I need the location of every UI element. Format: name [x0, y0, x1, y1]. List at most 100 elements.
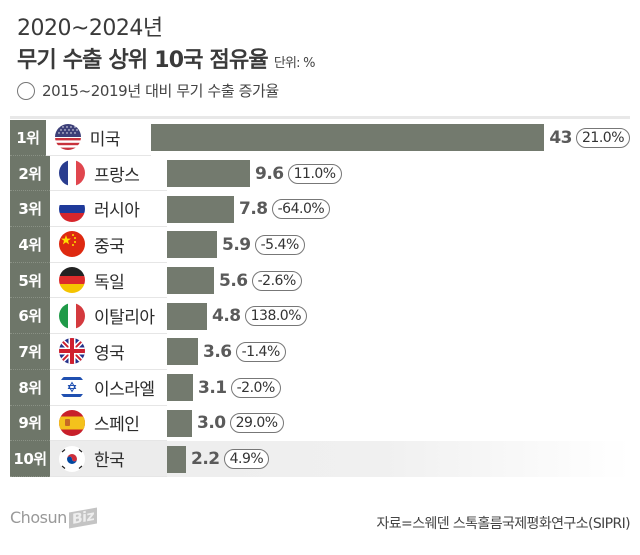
value-bar	[167, 195, 234, 223]
value-bar	[167, 338, 198, 366]
chart-row: 10위 한국 2.2 4.9%	[10, 441, 630, 477]
bar-area: 3.6 -1.4%	[167, 334, 630, 370]
rank-label: 2위	[10, 155, 50, 192]
es-flag-icon	[59, 409, 85, 436]
value-bar	[167, 409, 192, 437]
chart-row: 4위 중국 5.9 -5.4%	[10, 227, 630, 263]
it-flag-icon	[59, 302, 85, 329]
source-note: 자료=스웨덴 스톡홀름국제평화연구소(SIPRI)	[376, 516, 631, 532]
il-flag-icon	[59, 374, 85, 401]
chart-row: 8위 이스라엘 3.1 -2.0%	[10, 369, 630, 406]
chart-row: 1위 미국 43 21.0%	[10, 120, 630, 156]
chart-row: 9위 스페인 3.0 29.0%	[10, 405, 630, 442]
chart-title-text: 무기 수출 상위 10국 점유율	[17, 48, 269, 73]
country-cell: 독일	[50, 262, 167, 299]
value-bar	[167, 267, 214, 295]
country-name: 스페인	[94, 415, 140, 436]
country-name: 러시아	[94, 201, 140, 222]
logo-badge: Biz	[68, 507, 97, 528]
us-flag-icon	[54, 124, 81, 151]
country-name: 이탈리아	[94, 308, 155, 329]
country-cell: 러시아	[50, 191, 167, 228]
value-bar	[167, 374, 193, 402]
rank-label: 8위	[10, 369, 50, 406]
bar-area: 9.6 11.0%	[167, 156, 630, 192]
change-badge: -64.0%	[271, 199, 331, 220]
value-bar	[167, 445, 186, 473]
country-name: 이스라엘	[94, 379, 155, 400]
country-cell: 중국	[50, 227, 167, 263]
legend-label: 2015~2019년 대비 무기 수출 증가율	[42, 82, 279, 100]
share-value: 3.1	[198, 377, 227, 398]
de-flag-icon	[59, 267, 85, 294]
change-badge: -2.6%	[251, 270, 302, 291]
legend-circle-icon	[17, 81, 35, 100]
gb-flag-icon	[59, 338, 85, 365]
chart-row: 3위 러시아 7.8 -64.0%	[10, 191, 630, 228]
bar-area: 3.0 29.0%	[167, 406, 630, 442]
share-value: 9.6	[255, 163, 284, 184]
rank-label: 5위	[10, 262, 50, 299]
country-name: 한국	[94, 451, 125, 472]
country-cell: 프랑스	[50, 155, 167, 192]
country-cell: 미국	[45, 120, 152, 156]
bar-area: 4.8 138.0%	[167, 298, 630, 334]
change-badge: -1.4%	[235, 341, 286, 362]
country-cell: 이탈리아	[50, 298, 167, 335]
bar-area: 2.2 4.9%	[167, 441, 630, 477]
bar-area: 7.8 -64.0%	[167, 191, 630, 227]
country-name: 중국	[94, 236, 125, 257]
country-name: 미국	[89, 129, 121, 150]
unit-label: 단위: %	[273, 56, 316, 71]
divider	[10, 116, 630, 119]
rank-label: 1위	[10, 120, 46, 156]
ru-flag-icon	[59, 195, 85, 222]
rank-label: 10위	[10, 441, 50, 477]
bar-area: 5.9 -5.4%	[167, 227, 630, 263]
rank-label: 4위	[10, 227, 50, 263]
share-value: 7.8	[239, 199, 268, 220]
change-badge: 29.0%	[229, 413, 284, 434]
chart-row: 6위 이탈리아 4.8 138.0%	[10, 298, 630, 335]
chart-row: 2위 프랑스 9.6 11.0%	[10, 155, 630, 192]
chart-row: 7위 영국 3.6 -1.4%	[10, 334, 630, 370]
change-badge: 4.9%	[223, 449, 270, 470]
country-name: 독일	[94, 272, 125, 293]
value-bar	[167, 302, 207, 330]
share-value: 43	[549, 127, 573, 148]
value-bar	[167, 231, 217, 259]
chart-row: 5위 독일 5.6 -2.6%	[10, 262, 630, 299]
change-badge: 138.0%	[244, 306, 308, 327]
share-value: 5.9	[222, 234, 251, 255]
bar-chart: 1위 미국 43 21.0% 2위 프랑스 9.6 11.0% 3위 러시아 7.8 -64.0% 4위…	[10, 120, 630, 477]
bar-area: 5.6 -2.6%	[167, 263, 630, 299]
chart-title: 무기 수출 상위 10국 점유율 단위: %	[17, 42, 315, 74]
change-badge: -2.0%	[230, 377, 281, 398]
share-value: 5.6	[219, 270, 248, 291]
rank-label: 9위	[10, 405, 50, 442]
bar-area: 3.1 -2.0%	[167, 370, 630, 406]
value-bar	[167, 160, 250, 188]
legend: 2015~2019년 대비 무기 수출 증가율	[17, 80, 279, 101]
share-value: 3.6	[203, 341, 232, 362]
rank-label: 7위	[10, 334, 50, 370]
country-cell: 한국	[50, 441, 167, 477]
bar-area: 43 21.0%	[151, 120, 630, 156]
country-cell: 스페인	[50, 405, 167, 442]
country-name: 영국	[94, 343, 125, 364]
rank-label: 3위	[10, 191, 50, 228]
chosunbiz-logo: Chosun Biz	[10, 507, 97, 528]
value-bar	[151, 124, 545, 152]
change-badge: -5.4%	[254, 234, 305, 255]
country-cell: 이스라엘	[50, 369, 167, 406]
fr-flag-icon	[59, 160, 85, 187]
chart-period: 2020~2024년	[17, 16, 163, 41]
cn-flag-icon	[59, 231, 85, 258]
share-value: 4.8	[212, 306, 241, 327]
change-badge: 21.0%	[576, 127, 630, 148]
rank-label: 6위	[10, 298, 50, 335]
country-name: 프랑스	[94, 165, 140, 186]
kr-flag-icon	[59, 445, 85, 472]
share-value: 2.2	[191, 449, 220, 470]
country-cell: 영국	[50, 334, 167, 370]
